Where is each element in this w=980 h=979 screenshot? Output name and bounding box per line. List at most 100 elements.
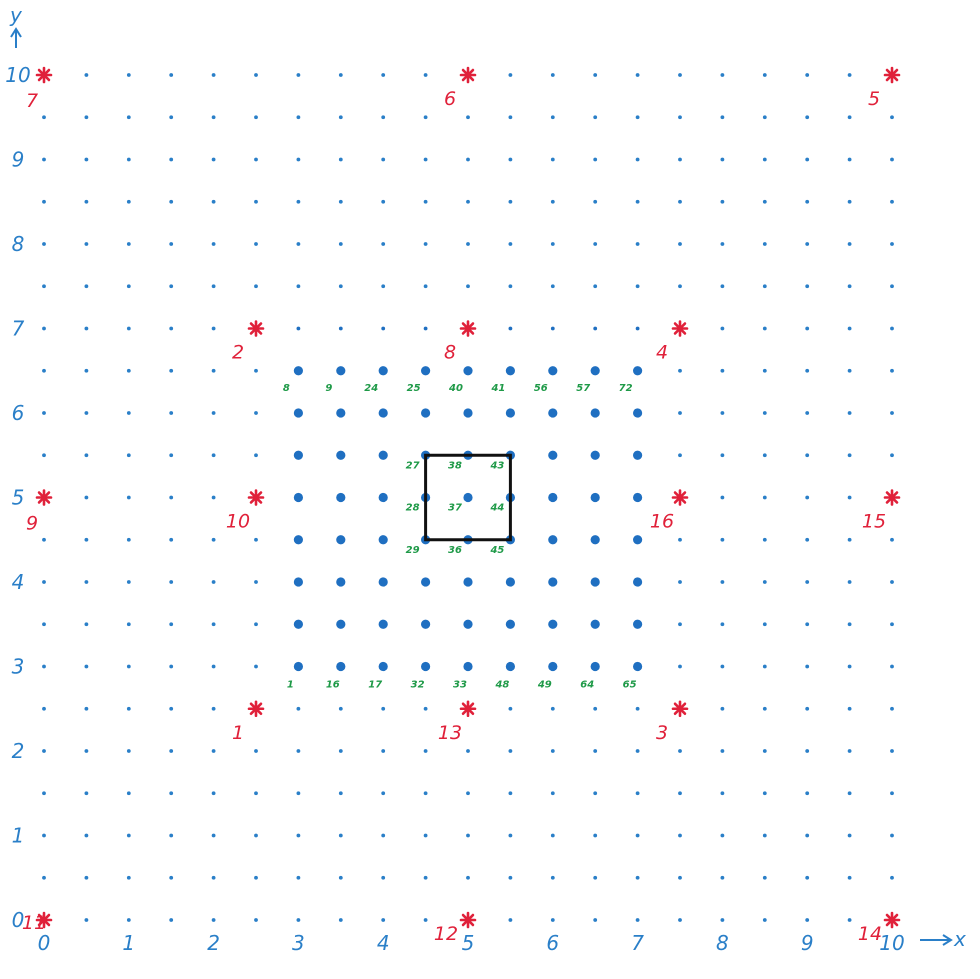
fine-node (336, 450, 346, 460)
grid-dot (381, 242, 386, 246)
grid-dot (508, 157, 513, 162)
grid-dot (890, 453, 894, 458)
grid-dot (211, 664, 216, 669)
coarse-point: 13 (438, 700, 477, 744)
grid-dot (508, 833, 513, 838)
grid-dot (211, 73, 216, 77)
grid-dot (211, 199, 216, 204)
grid-dot (805, 706, 810, 711)
fine-node (296, 326, 301, 331)
grid-dot (593, 706, 598, 711)
grid-dot (508, 875, 513, 880)
grid-dot (84, 918, 89, 922)
coarse-point: 11 (22, 911, 53, 934)
asterisk-stroke (673, 702, 687, 715)
grid-dot (847, 73, 852, 77)
grid-dot (338, 791, 343, 796)
fine-node (508, 326, 513, 331)
node-label: 32 (411, 680, 425, 691)
grid-dot (762, 622, 767, 627)
x-tick-label: 7 (631, 931, 644, 955)
fine-node (336, 492, 346, 503)
grid-dot (42, 537, 46, 542)
grid-dot (42, 453, 46, 458)
grid-dot (84, 199, 89, 204)
grid-dot (211, 368, 216, 373)
grid-dot (211, 706, 216, 711)
grid-dot (805, 411, 810, 415)
grid-dot (42, 622, 46, 627)
fine-node (593, 326, 598, 331)
grid-dot (805, 157, 810, 162)
fine-node (293, 619, 303, 629)
coarse-point-label: 16 (650, 511, 674, 533)
grid-dot (720, 706, 725, 711)
grid-dot (254, 284, 258, 289)
fine-node (590, 408, 600, 418)
grid-dot (678, 749, 682, 753)
fine-node (590, 366, 600, 376)
grid-dot (720, 411, 725, 415)
grid-dot (42, 284, 46, 289)
coarse-point-label: 9 (26, 513, 38, 535)
axes: x y (9, 3, 966, 951)
fine-node (590, 450, 600, 460)
grid-dot (762, 918, 767, 922)
grid-dot (847, 411, 852, 415)
grid-dot (762, 495, 767, 500)
x-tick-label: 10 (879, 931, 904, 955)
grid-dot (508, 284, 513, 289)
grid-dot (42, 157, 46, 162)
grid-dot (508, 115, 513, 120)
grid-dot (84, 157, 89, 162)
y-tick-label: 10 (5, 63, 30, 87)
grid-dot (84, 537, 89, 542)
grid-dot (84, 791, 89, 796)
asterisk-stroke (37, 68, 51, 82)
grid-dot (211, 875, 216, 880)
grid-dot (678, 157, 682, 162)
fine-node (633, 535, 643, 545)
fine-node (378, 492, 388, 503)
fine-node (633, 492, 643, 503)
grid-dot (847, 157, 852, 162)
grid-dot (890, 368, 894, 373)
grid-dot (762, 706, 767, 711)
node-label: 72 (619, 383, 633, 394)
coarse-point: 3 (656, 700, 689, 744)
grid-dot (890, 157, 894, 162)
asterisk-stroke (249, 491, 263, 504)
grid-dot (42, 875, 46, 880)
asterisk-stroke (249, 702, 263, 715)
grid-dot (720, 115, 725, 120)
grid-dot (593, 875, 598, 880)
grid-dot (720, 580, 725, 584)
grid-dot (635, 791, 640, 796)
grid-dot (169, 73, 174, 77)
fine-node (336, 661, 346, 672)
fine-node (336, 366, 346, 376)
grid-dot (254, 580, 258, 584)
grid-dot (211, 622, 216, 627)
grid-dot (296, 749, 301, 753)
grid-dot (254, 157, 258, 162)
grid-dot (296, 73, 301, 77)
grid-dot (890, 411, 894, 415)
grid-dot (84, 749, 89, 753)
grid-dot (805, 875, 810, 880)
grid-dot (635, 284, 640, 289)
grid-dot (635, 157, 640, 162)
grid-dot (678, 242, 682, 246)
y-tick-label: 5 (12, 486, 25, 510)
grid-dot (169, 749, 174, 753)
grid-dot (126, 157, 131, 162)
grid-dot (847, 791, 852, 796)
grid-dot (126, 918, 131, 922)
fine-node (590, 535, 600, 545)
grid-dot (42, 749, 46, 753)
grid-dot (805, 284, 810, 289)
fine-node (633, 450, 643, 460)
grid-dot (84, 368, 89, 373)
fine-node (293, 366, 303, 376)
